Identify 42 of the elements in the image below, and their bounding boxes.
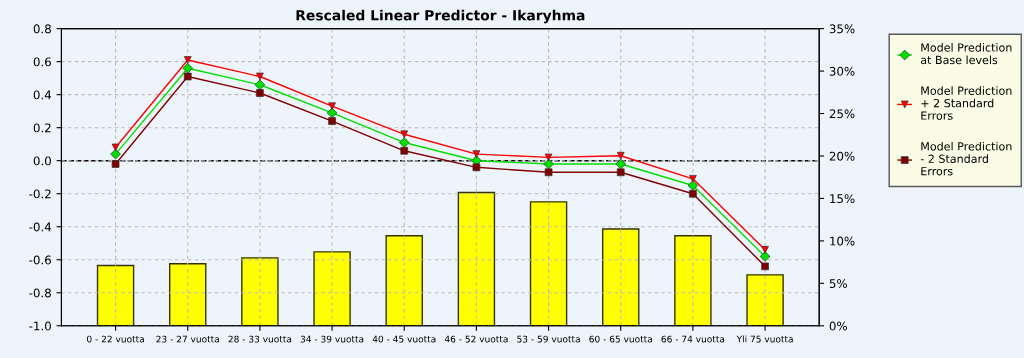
bar: [529, 201, 568, 326]
legend-label: Model Prediction at Base levels: [920, 43, 1012, 65]
y-tick-label: -0.6: [29, 255, 51, 265]
x-tick-label: 28 - 33 vuotta: [228, 335, 292, 343]
y2-tick-label: 20%: [829, 151, 855, 161]
y-tick-label: -1.0: [29, 321, 51, 331]
x-tick-label: Yli 75 vuotta: [736, 335, 793, 343]
x-tick-label: 53 - 59 vuotta: [517, 335, 580, 343]
bar: [385, 235, 423, 326]
bar: [602, 228, 640, 326]
x-tick-label: 40 - 45 vuotta: [372, 335, 436, 343]
bar: [168, 263, 207, 326]
y-tick-label: -0.8: [29, 288, 51, 298]
bar: [241, 257, 279, 326]
legend-label: Model Prediction - 2 Standard Errors: [920, 141, 1012, 176]
y-tick-label: -0.2: [29, 189, 51, 199]
x-tick-label: 23 - 27 vuotta: [156, 335, 219, 343]
x-tick-label: 60 - 65 vuotta: [589, 335, 652, 343]
y2-tick-label: 0%: [829, 321, 847, 331]
y2-tick-label: 35%: [829, 24, 855, 34]
x-tick-label: 34 - 39 vuotta: [300, 335, 364, 343]
bar: [746, 274, 784, 326]
y-tick-label: 0.2: [33, 123, 51, 133]
y-tick-label: 0.8: [33, 24, 51, 34]
y2-tick-label: 15%: [830, 194, 855, 204]
y-tick-label: -0.4: [29, 222, 52, 232]
bar: [313, 251, 351, 326]
x-tick-label: 0 - 22 vuotta: [87, 335, 144, 343]
y2-tick-label: 5%: [829, 279, 847, 288]
bar: [457, 191, 496, 326]
bar: [96, 264, 135, 326]
y-tick-label: 0.4: [33, 90, 52, 100]
bar: [674, 235, 712, 326]
y2-tick-label: 25%: [829, 109, 855, 119]
y2-tick-label: 10%: [830, 236, 855, 246]
y-tick-label: 0.6: [33, 57, 51, 67]
x-tick-label: 66 - 74 vuotta: [661, 335, 725, 343]
legend-label: Model Prediction + 2 Standard Errors: [921, 86, 1012, 120]
y-tick-label: 0.0: [33, 156, 51, 166]
y2-tick-label: 30%: [829, 66, 855, 76]
x-tick-label: 46 - 52 vuotta: [444, 335, 508, 343]
chart-title: Rescaled Linear Predictor - Ikaryhma: [296, 9, 585, 24]
